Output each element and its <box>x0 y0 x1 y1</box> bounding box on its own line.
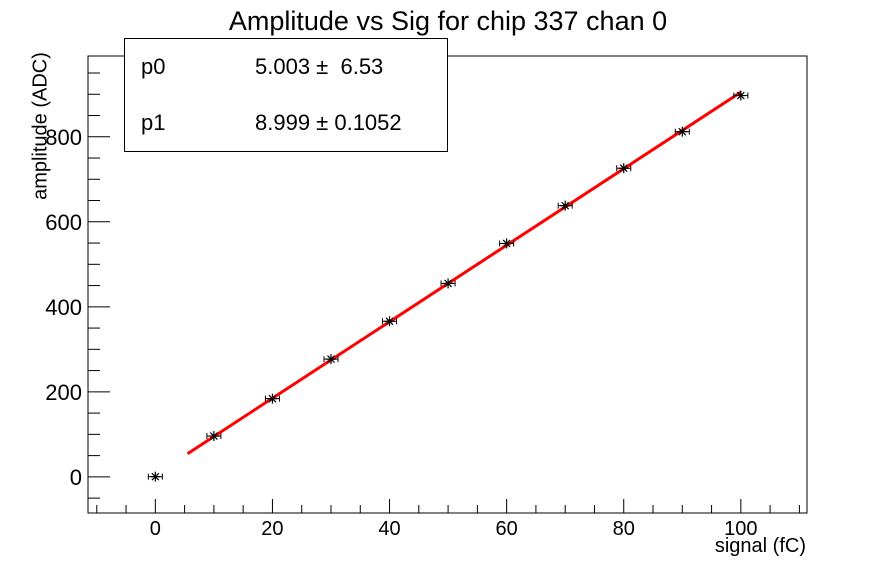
x-tick-label: 80 <box>613 518 635 540</box>
data-point <box>151 472 160 481</box>
x-tick-label: 100 <box>724 518 757 540</box>
y-tick-label: 200 <box>45 380 82 405</box>
data-point <box>327 355 335 364</box>
data-point <box>736 91 745 100</box>
data-point <box>502 239 511 248</box>
y-tick-label: 0 <box>70 465 82 490</box>
x-tick-label: 40 <box>378 518 400 540</box>
fit-stats-box: p0 5.003 ± 6.53 p1 8.999 ± 0.1052 <box>124 38 448 152</box>
y-tick-label: 600 <box>45 210 82 235</box>
y-axis-title: amplitude (ADC) <box>29 52 52 200</box>
stat-row: p1 8.999 ± 0.1052 <box>125 95 447 151</box>
x-axis-title: signal (fC) <box>714 535 806 557</box>
y-tick-label: 800 <box>45 125 82 150</box>
fit-line <box>186 90 742 455</box>
x-tick-label: 0 <box>150 518 161 540</box>
data-point <box>268 394 277 403</box>
stat-param-name: p1 <box>141 110 166 135</box>
x-tick-label: 60 <box>496 518 518 540</box>
plot-title: Amplitude vs Sig for chip 337 chan 0 <box>228 6 668 36</box>
x-tick-label: 20 <box>261 518 283 540</box>
data-point <box>385 317 394 326</box>
stat-param-name: p0 <box>141 54 166 79</box>
data-point <box>619 164 628 173</box>
data-point <box>561 201 570 210</box>
data-point <box>209 432 218 440</box>
y-tick-label: 400 <box>45 295 82 320</box>
stat-param-value: 5.003 ± 6.53 <box>255 54 384 79</box>
stat-param-value: 8.999 ± 0.1052 <box>255 110 402 135</box>
stat-row: p0 5.003 ± 6.53 <box>125 39 447 95</box>
data-point <box>444 279 453 288</box>
data-point <box>678 127 687 136</box>
